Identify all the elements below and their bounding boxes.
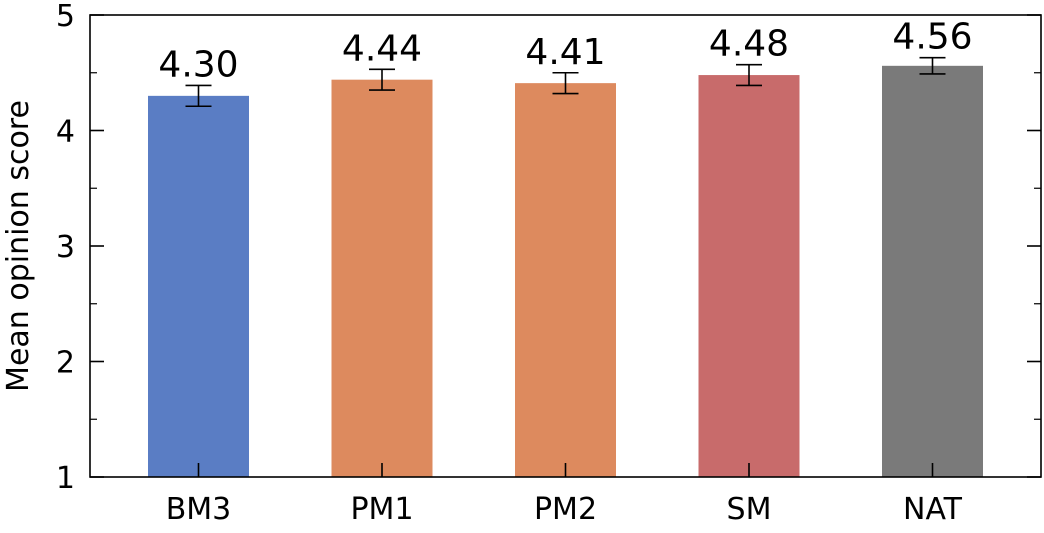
- axes-layer: [89, 14, 1042, 478]
- y-tick-label: 2: [56, 346, 75, 381]
- y-tick-label: 5: [56, 0, 75, 34]
- x-tick-label: SM: [727, 492, 772, 527]
- data-label: 4.56: [892, 17, 972, 58]
- data-label: 4.30: [158, 44, 238, 85]
- bar: [148, 95, 249, 477]
- bar: [698, 75, 800, 477]
- data-label: 4.41: [525, 32, 605, 73]
- x-tick-label: PM2: [534, 492, 597, 527]
- error-bars-layer: [185, 56, 946, 108]
- y-tick-label: 4: [56, 115, 75, 150]
- labels-layer: 4.30 BM3 4.44 PM1 4.41 PM2 4.48 SM 4.56 NAT 1 2 3 4 5: [56, 0, 973, 527]
- bar: [882, 65, 983, 477]
- bar: [331, 79, 433, 478]
- bars-layer: [148, 65, 983, 478]
- y-tick-label: 1: [56, 461, 75, 496]
- x-tick-label: NAT: [903, 492, 963, 527]
- y-axis-label: Mean opinion score: [1, 100, 36, 392]
- x-tick-label: PM1: [350, 492, 413, 527]
- data-label: 4.44: [342, 28, 422, 69]
- data-label: 4.48: [709, 24, 789, 65]
- bar: [515, 83, 616, 478]
- x-tick-label: BM3: [166, 492, 232, 527]
- y-tick-label: 3: [56, 230, 75, 265]
